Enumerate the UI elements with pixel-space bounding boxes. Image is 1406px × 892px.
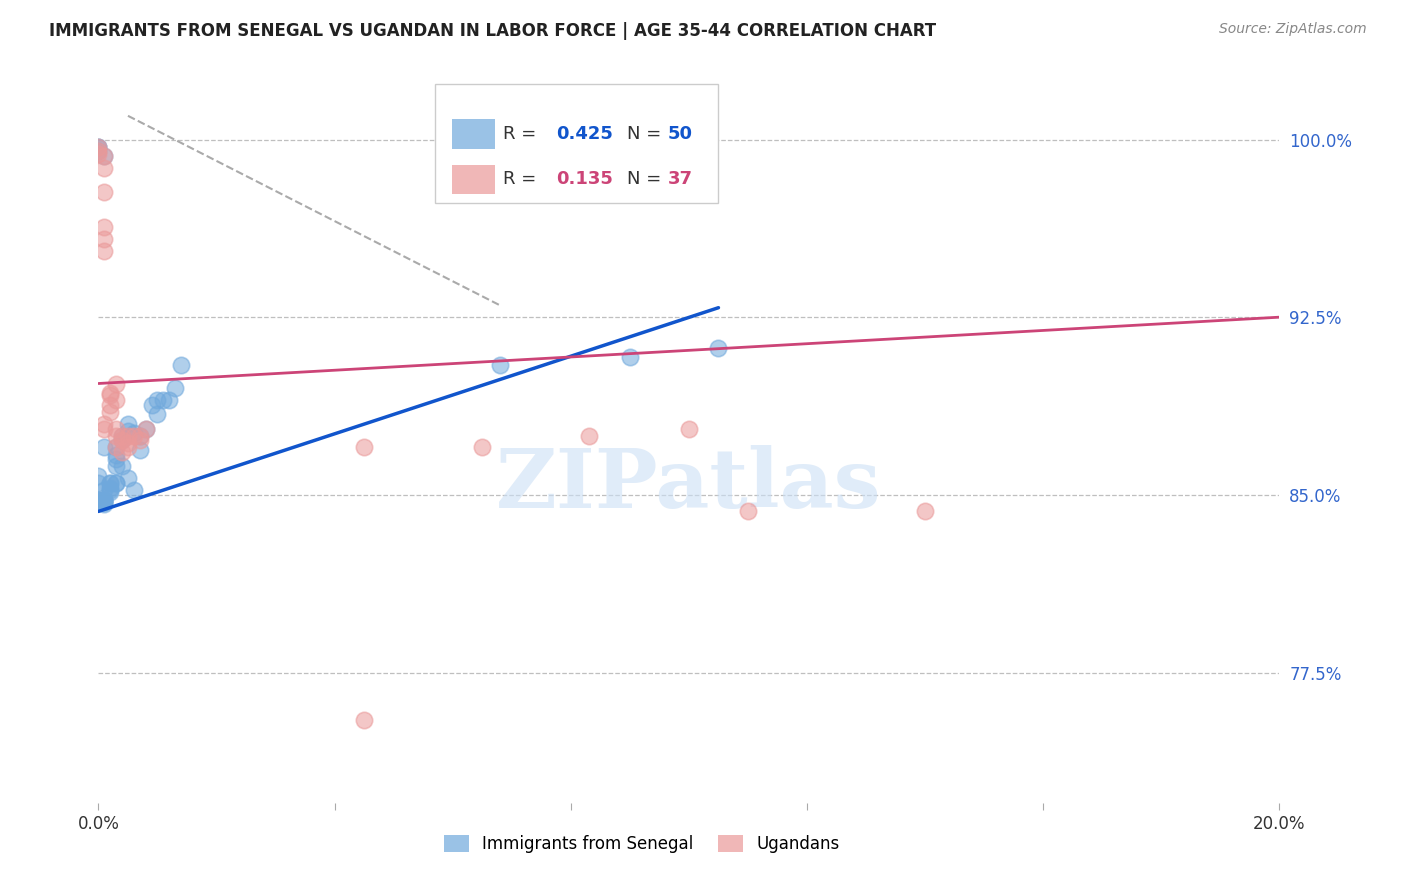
Point [105, 448, 128, 462]
Point [914, 504, 936, 518]
Text: 37: 37 [668, 170, 693, 188]
Point [111, 434, 134, 448]
Point [87, 492, 110, 507]
Point [146, 407, 169, 421]
Point [128, 428, 150, 442]
Point [105, 393, 128, 408]
Point [87, 495, 110, 509]
Point [157, 393, 180, 408]
Point [105, 441, 128, 455]
Point [128, 442, 150, 457]
Point [111, 459, 134, 474]
Text: N =: N = [605, 125, 668, 143]
Point [87, 469, 110, 483]
Text: IMMIGRANTS FROM SENEGAL VS UGANDAN IN LABOR FORCE | AGE 35-44 CORRELATION CHART: IMMIGRANTS FROM SENEGAL VS UGANDAN IN LA… [49, 22, 936, 40]
Point [737, 504, 759, 518]
Point [578, 428, 600, 442]
Point [117, 471, 139, 485]
Point [93, 244, 115, 258]
Point [105, 421, 128, 435]
Point [105, 376, 128, 391]
Point [93, 185, 115, 199]
Point [152, 393, 174, 408]
Point [93, 483, 115, 497]
Point [122, 426, 145, 441]
Point [87, 145, 110, 159]
Point [93, 495, 115, 509]
Point [122, 428, 145, 442]
Point [98, 475, 121, 490]
Point [93, 495, 115, 509]
Point [353, 441, 375, 455]
Point [98, 483, 121, 497]
Point [170, 358, 193, 372]
Text: 0.425: 0.425 [557, 125, 613, 143]
Point [165, 381, 187, 395]
Point [105, 459, 128, 474]
Point [93, 161, 115, 175]
Point [93, 492, 115, 507]
Point [87, 145, 110, 159]
Point [117, 441, 139, 455]
Point [98, 485, 121, 500]
Text: R =: R = [503, 125, 548, 143]
Point [98, 475, 121, 490]
Point [98, 388, 121, 402]
Point [93, 421, 115, 435]
Point [105, 475, 128, 490]
Point [135, 421, 157, 435]
Text: ZIPatlas: ZIPatlas [496, 445, 882, 524]
Point [111, 428, 134, 442]
Point [93, 497, 115, 511]
Point [122, 483, 145, 497]
Point [87, 495, 110, 509]
Text: 50: 50 [668, 125, 693, 143]
Text: Source: ZipAtlas.com: Source: ZipAtlas.com [1219, 22, 1367, 37]
Point [87, 492, 110, 507]
Point [117, 424, 139, 438]
Point [105, 428, 128, 442]
Point [87, 139, 110, 153]
Point [98, 481, 121, 495]
Point [678, 421, 700, 435]
Point [135, 421, 157, 435]
Point [93, 232, 115, 246]
Point [489, 358, 512, 372]
Point [353, 713, 375, 727]
Point [87, 475, 110, 490]
Point [93, 417, 115, 431]
Point [87, 139, 110, 153]
Point [93, 441, 115, 455]
Legend: Immigrants from Senegal, Ugandans: Immigrants from Senegal, Ugandans [437, 828, 846, 860]
Point [87, 146, 110, 161]
Point [471, 441, 494, 455]
Point [117, 428, 139, 442]
Point [105, 452, 128, 467]
Point [93, 492, 115, 507]
Point [141, 398, 163, 412]
Point [128, 428, 150, 442]
Point [105, 475, 128, 490]
Point [98, 398, 121, 412]
Point [98, 386, 121, 401]
Point [111, 434, 134, 448]
Text: 0.135: 0.135 [557, 170, 613, 188]
Point [93, 149, 115, 163]
Point [98, 405, 121, 419]
Point [105, 441, 128, 455]
Point [111, 445, 134, 459]
Point [117, 417, 139, 431]
Text: N =: N = [605, 170, 668, 188]
Point [93, 492, 115, 507]
Point [619, 351, 641, 365]
Point [117, 435, 139, 450]
Point [146, 393, 169, 408]
Point [707, 341, 730, 355]
Point [128, 434, 150, 448]
Text: R =: R = [503, 170, 548, 188]
Point [93, 220, 115, 235]
Point [87, 139, 110, 153]
Point [93, 149, 115, 163]
Point [111, 428, 134, 442]
